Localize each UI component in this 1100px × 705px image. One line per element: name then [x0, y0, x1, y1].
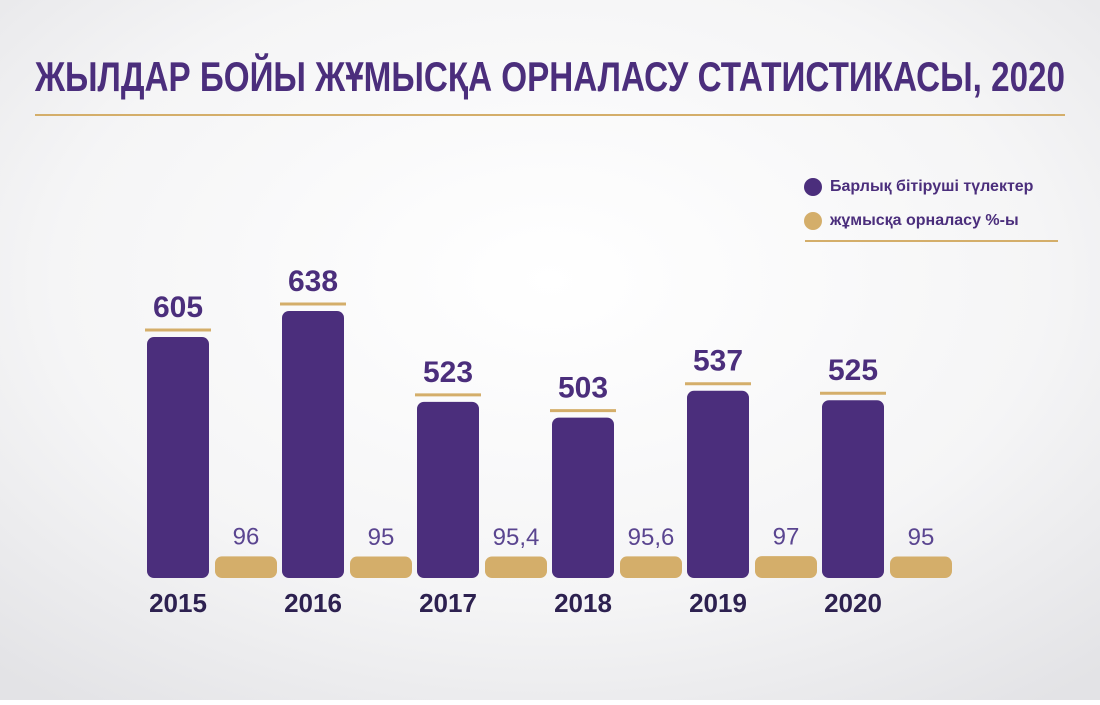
bar: [890, 556, 952, 578]
chart-title: ЖЫЛДАР БОЙЫ ЖҰМЫСҚА ОРНАЛАСУ СТАТИСТИКАС…: [34, 52, 1065, 100]
bar: [147, 337, 209, 578]
x-tick-label: 2017: [419, 588, 477, 618]
legend-marker: [804, 212, 822, 230]
value-label: 525: [828, 354, 878, 387]
value-label: 638: [288, 265, 338, 298]
legend-marker: [804, 178, 822, 196]
x-tick-label: 2018: [554, 588, 612, 618]
x-tick-label: 2020: [824, 588, 882, 618]
bar: [552, 417, 614, 578]
legend-label: жұмысқа орналасу %-ы: [829, 212, 1019, 229]
bar: [620, 556, 682, 578]
value-label: 95,6: [628, 524, 675, 551]
value-label: 95: [368, 524, 395, 551]
value-label: 605: [153, 291, 203, 324]
value-label: 97: [773, 523, 800, 550]
bar: [822, 400, 884, 578]
bar: [282, 310, 344, 578]
bar: [755, 556, 817, 578]
x-tick-label: 2019: [689, 588, 747, 618]
x-tick-label: 2015: [149, 588, 207, 618]
bar: [417, 401, 479, 578]
value-label: 95,4: [493, 524, 540, 551]
bar: [485, 556, 547, 578]
value-label: 96: [233, 524, 260, 551]
value-label: 95: [908, 524, 935, 551]
value-label: 503: [558, 372, 608, 405]
value-label: 537: [693, 345, 743, 378]
legend-label: Барлық бітіруші түлектер: [830, 178, 1034, 195]
value-label: 523: [423, 356, 473, 389]
x-tick-label: 2016: [284, 588, 342, 618]
bar: [687, 390, 749, 578]
bar: [350, 556, 412, 578]
bar: [215, 556, 277, 578]
